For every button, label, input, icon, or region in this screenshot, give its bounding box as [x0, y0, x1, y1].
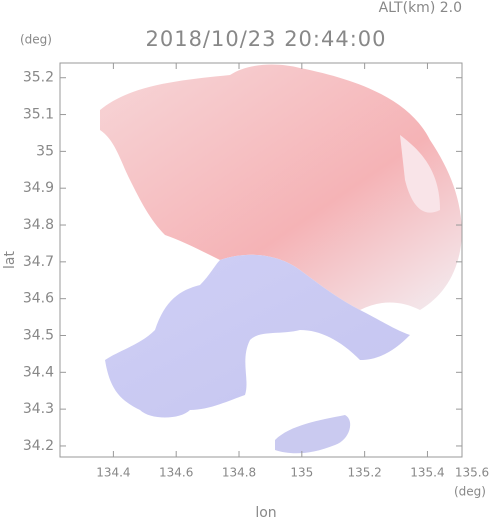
x-unit: (deg) — [454, 485, 486, 499]
y-tick-label: 34.7 — [23, 254, 54, 270]
y-tick-label: 34.8 — [23, 217, 54, 233]
y-tick-label: 35.2 — [23, 70, 54, 86]
y-axis-label: lat — [2, 251, 18, 269]
y-tick-label: 34.3 — [23, 401, 54, 417]
y-tick-label: 34.6 — [23, 291, 54, 307]
approaching-area — [105, 254, 410, 418]
x-tick-label: 135.2 — [347, 466, 381, 480]
altitude-label: ALT(km) 2.0 — [379, 0, 462, 16]
approaching-area — [275, 415, 351, 454]
chart-title: 2018/10/23 20:44:00 — [145, 27, 386, 51]
y-tick-label: 34.4 — [23, 364, 54, 380]
x-tick-label: 135 — [290, 466, 313, 480]
x-axis-label: lon — [255, 505, 276, 521]
receding-area — [400, 135, 440, 213]
receding-area — [100, 64, 462, 310]
y-tick-label: 34.5 — [23, 327, 54, 343]
y-tick-label: 35.1 — [23, 107, 54, 123]
x-tick-label: 135.6 — [455, 466, 489, 480]
y-unit: (deg) — [20, 33, 52, 47]
x-tick-label: 134.8 — [222, 466, 256, 480]
y-tick-label: 35 — [36, 143, 54, 159]
x-tick-label: 134.4 — [96, 466, 130, 480]
plot-frame — [59, 62, 463, 458]
y-tick-label: 34.9 — [23, 180, 54, 196]
radar-field — [100, 64, 462, 454]
x-tick-label: 134.6 — [159, 466, 193, 480]
y-tick-label: 34.2 — [23, 438, 54, 454]
x-tick-label: 135.4 — [410, 466, 444, 480]
